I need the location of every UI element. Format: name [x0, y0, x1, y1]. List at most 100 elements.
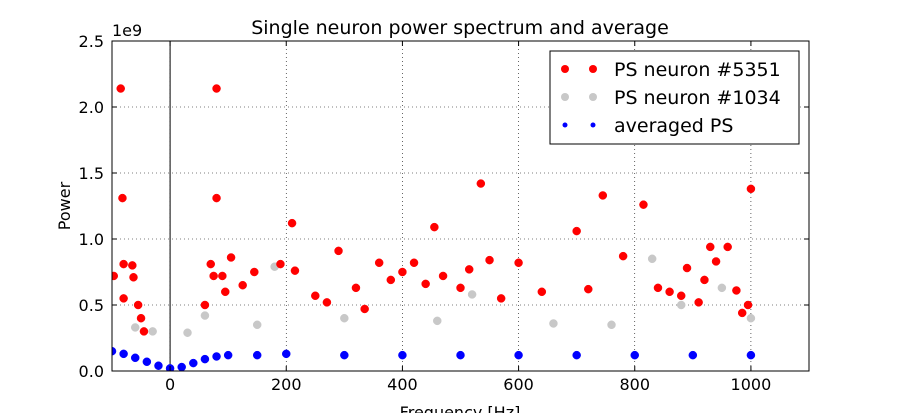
data-point	[665, 287, 674, 297]
data-point	[276, 259, 285, 269]
data-point	[618, 251, 628, 261]
data-point	[290, 266, 300, 275]
data-point	[177, 362, 186, 371]
data-point	[360, 304, 369, 314]
chart-title: Single neuron power spectrum and average	[251, 17, 669, 39]
data-point	[200, 311, 210, 320]
data-point	[209, 271, 218, 281]
data-point	[238, 280, 247, 290]
data-point	[485, 255, 494, 265]
x-axis-label: Frequency [Hz]	[400, 403, 521, 413]
data-point	[112, 346, 117, 356]
data-point	[676, 300, 686, 310]
series-2	[112, 346, 756, 371]
series-1	[130, 254, 756, 337]
y-tick-label: 1.5	[79, 164, 104, 183]
data-point	[374, 258, 384, 268]
y-axis-label: Power	[55, 181, 74, 230]
data-point	[250, 267, 259, 277]
y-axis-multiplier: 1e9	[112, 21, 142, 40]
data-point	[572, 350, 581, 360]
legend-marker	[561, 65, 569, 73]
data-point	[537, 287, 547, 297]
data-point	[711, 257, 721, 266]
data-point	[682, 263, 692, 273]
data-point	[467, 290, 477, 299]
data-point	[676, 291, 686, 301]
legend: PS neuron #5351 PS neuron #1034 averaged P…	[549, 50, 800, 145]
y-tick-label: 1.0	[79, 230, 104, 249]
data-point	[476, 179, 486, 188]
data-point	[142, 357, 152, 367]
data-point	[133, 300, 143, 310]
data-point	[514, 350, 523, 360]
data-point	[112, 271, 118, 281]
data-point	[598, 191, 608, 200]
x-tick-label: 600	[503, 375, 534, 394]
data-point	[732, 286, 741, 295]
x-tick-label: 200	[271, 375, 302, 394]
data-point	[700, 275, 709, 285]
data-point	[746, 184, 756, 194]
data-point	[212, 352, 221, 361]
data-point	[409, 258, 419, 268]
data-point	[136, 313, 146, 323]
legend-marker	[561, 93, 569, 101]
data-point	[743, 300, 753, 310]
data-point	[221, 287, 230, 297]
data-point	[549, 319, 558, 328]
data-point	[119, 349, 128, 359]
data-point	[128, 261, 137, 270]
legend-label: averaged PS	[614, 115, 733, 137]
data-point	[322, 298, 332, 307]
legend-marker	[589, 65, 597, 73]
data-point	[630, 350, 639, 360]
data-point	[456, 350, 465, 360]
data-point	[200, 354, 210, 364]
data-point	[433, 316, 442, 326]
data-point	[737, 308, 747, 318]
y-tick-label: 0.5	[79, 296, 104, 315]
data-point	[398, 350, 407, 360]
plot-area-frame	[111, 40, 810, 372]
data-point	[386, 275, 396, 285]
data-point	[514, 258, 523, 268]
data-point	[334, 246, 343, 256]
data-point	[688, 350, 698, 360]
data-point	[723, 242, 732, 252]
data-point	[340, 313, 349, 323]
data-point	[189, 358, 198, 368]
data-point	[746, 350, 756, 360]
series-0	[112, 84, 756, 336]
data-point	[584, 284, 593, 294]
data-point	[223, 350, 233, 360]
x-tick-label: 800	[619, 375, 650, 394]
data-point	[430, 222, 439, 232]
data-point	[456, 283, 465, 293]
data-point	[130, 353, 140, 363]
legend-label: PS neuron #1034	[614, 87, 781, 109]
data-point	[496, 294, 506, 303]
y-tick-label: 2.0	[79, 98, 104, 117]
x-tick-label: 400	[387, 375, 418, 394]
data-point	[116, 84, 125, 93]
data-point	[119, 294, 128, 303]
x-tick-label: 1000	[731, 375, 772, 394]
data-point	[118, 193, 127, 203]
x-axis-ticks: 0 200 400 600 800 1000	[165, 41, 771, 394]
data-point	[139, 327, 149, 336]
data-point	[218, 271, 227, 281]
legend-marker	[590, 122, 596, 128]
data-point	[438, 271, 448, 281]
data-point	[282, 349, 291, 359]
y-tick-label: 0.0	[79, 362, 104, 381]
data-point	[572, 226, 581, 236]
data-point	[206, 259, 215, 269]
data-point	[252, 350, 262, 360]
legend-label: PS neuron #5351	[614, 59, 781, 81]
data-point	[653, 283, 663, 293]
data-point	[252, 320, 262, 330]
data-point	[340, 350, 349, 360]
data-point	[119, 259, 128, 269]
